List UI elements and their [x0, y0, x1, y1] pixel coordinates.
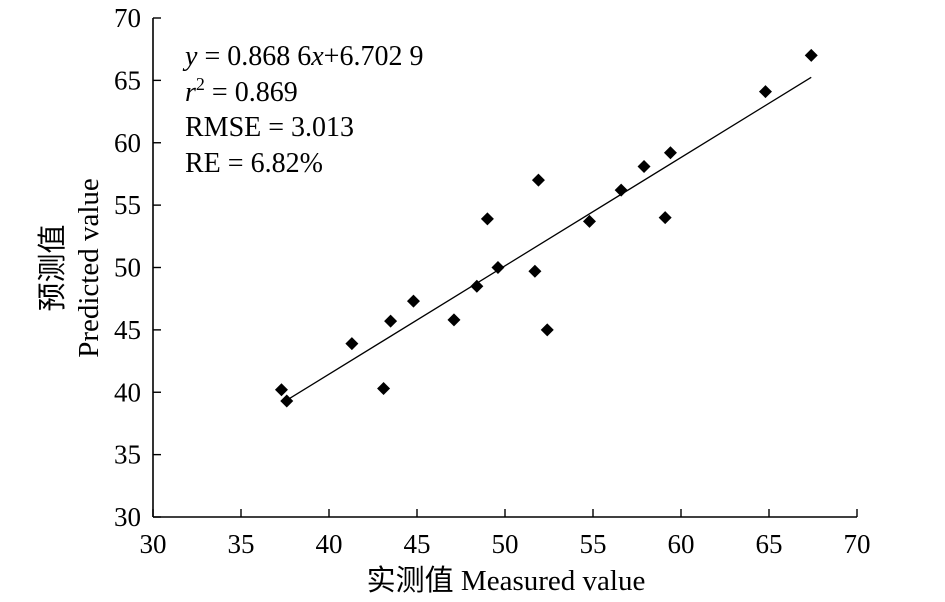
data-point: [663, 146, 677, 160]
data-point: [377, 382, 391, 396]
x-axis-ticks: 30 35 40 45 50 55 60 65 70: [140, 509, 871, 559]
regression-equation: y = 0.868 6x+6.702 9: [182, 41, 423, 72]
re-label: RE = 6.82%: [185, 148, 323, 179]
y-axis-ticks: 30 35 40 45 50 55 60 65 70: [114, 3, 161, 532]
stats-annotation: y = 0.868 6x+6.702 9 r2 = 0.869 RMSE = 3…: [182, 41, 423, 179]
data-point: [804, 48, 818, 62]
y-tick-label: 55: [114, 190, 141, 220]
y-tick-label: 30: [114, 502, 141, 532]
data-point: [658, 211, 672, 225]
y-axis-title-line1: 预测值: [36, 224, 69, 311]
data-point: [531, 173, 545, 187]
x-tick-label: 30: [140, 529, 167, 559]
y-tick-label: 70: [114, 3, 141, 33]
rmse-label: RMSE = 3.013: [185, 112, 354, 143]
y-tick-label: 45: [114, 315, 141, 345]
x-tick-label: 65: [756, 529, 783, 559]
x-axis-title: 实测值 Measured value: [367, 564, 646, 597]
data-point: [614, 183, 628, 197]
x-tick-label: 45: [404, 529, 431, 559]
y-tick-label: 35: [114, 440, 141, 470]
data-point: [758, 85, 772, 99]
y-axis-title-line2: Predicted value: [73, 178, 105, 358]
data-point: [491, 261, 505, 274]
data-point: [637, 159, 651, 173]
regression-line: [286, 76, 812, 401]
data-point: [280, 394, 294, 408]
y-tick-label: 65: [114, 65, 141, 95]
data-point: [345, 337, 359, 351]
x-tick-label: 55: [580, 529, 607, 559]
data-point: [480, 212, 494, 226]
data-point: [447, 313, 461, 327]
data-point: [528, 264, 542, 278]
x-tick-label: 50: [492, 529, 519, 559]
y-tick-label: 60: [114, 128, 141, 158]
data-point: [274, 383, 288, 397]
data-point: [470, 279, 484, 293]
data-point: [540, 323, 554, 337]
y-tick-label: 50: [114, 253, 141, 283]
data-point: [582, 214, 596, 228]
x-tick-label: 70: [844, 529, 871, 559]
x-tick-label: 35: [228, 529, 255, 559]
data-points: [274, 48, 818, 408]
y-axis-title: 预测值 Predicted value: [36, 178, 105, 358]
r-squared: r2 = 0.869: [185, 74, 298, 108]
data-point: [384, 314, 398, 328]
x-tick-label: 60: [668, 529, 695, 559]
y-tick-label: 40: [114, 377, 141, 407]
data-point: [406, 294, 420, 308]
x-tick-label: 40: [316, 529, 343, 559]
